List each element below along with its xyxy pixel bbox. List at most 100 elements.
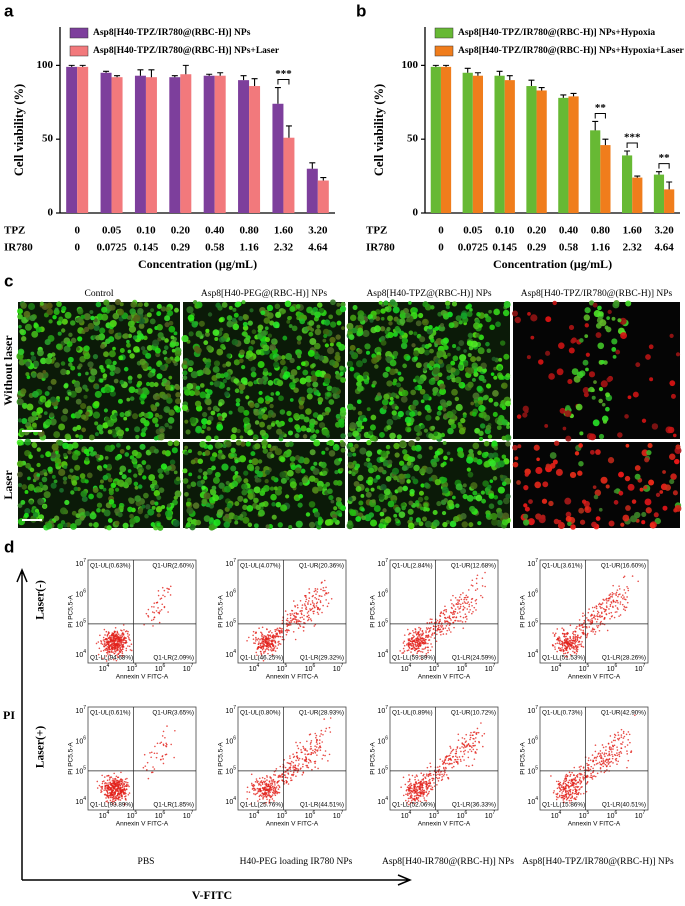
event-dot — [608, 600, 610, 602]
cell — [416, 436, 421, 441]
cell — [459, 383, 463, 387]
event-dot — [582, 632, 584, 634]
cell — [258, 415, 263, 420]
cell — [139, 413, 143, 417]
cell — [56, 343, 62, 349]
cell — [402, 338, 408, 344]
cell — [439, 383, 445, 389]
cell — [300, 377, 307, 384]
x-tick-label: 3.20 — [308, 225, 328, 237]
event-dot — [268, 645, 270, 647]
quadrant-label: Q1-UR(20.36%) — [299, 563, 344, 570]
event-dot — [159, 622, 161, 624]
event-dot — [575, 639, 577, 641]
event-dot — [282, 639, 284, 641]
cell — [157, 513, 161, 517]
cell — [314, 512, 320, 518]
event-dot — [428, 627, 430, 629]
cell — [115, 521, 120, 526]
event-dot — [458, 620, 460, 622]
event-dot — [97, 787, 99, 789]
cell — [236, 402, 240, 406]
cell — [293, 413, 300, 420]
cell — [350, 345, 356, 351]
cell — [76, 347, 80, 351]
cell — [545, 316, 551, 322]
cell — [265, 524, 269, 528]
cell — [150, 319, 156, 325]
event-dot — [321, 595, 323, 597]
cell — [150, 308, 154, 312]
cell — [391, 392, 396, 397]
event-dot — [166, 588, 168, 590]
cell — [251, 372, 257, 378]
cell — [443, 456, 448, 461]
cell — [374, 364, 378, 368]
cell — [478, 323, 483, 328]
event-dot — [303, 626, 305, 628]
event-dot — [637, 580, 639, 582]
event-dot — [120, 793, 122, 795]
event-dot — [110, 641, 112, 643]
cell — [198, 459, 204, 465]
cell — [227, 503, 233, 509]
event-dot — [560, 648, 562, 650]
cell — [119, 466, 126, 473]
cell — [232, 308, 236, 312]
event-dot — [124, 786, 126, 788]
event-dot — [439, 621, 441, 623]
cell — [120, 412, 125, 417]
cell — [75, 476, 79, 480]
cell — [115, 456, 120, 461]
cell — [172, 349, 176, 353]
event-dot — [417, 631, 419, 633]
x-tick-label: 1.16 — [591, 242, 611, 254]
cell — [84, 353, 91, 360]
cell — [120, 449, 125, 454]
y-tick-label: 0 — [48, 207, 54, 219]
cell — [582, 500, 586, 504]
cell — [109, 364, 116, 371]
event-dot — [415, 648, 417, 650]
event-dot — [290, 617, 292, 619]
cell — [443, 441, 447, 445]
cell — [56, 301, 62, 307]
cell — [24, 311, 31, 318]
cell — [348, 497, 352, 501]
event-dot — [418, 646, 420, 648]
cell — [97, 424, 104, 431]
cell — [424, 482, 429, 487]
cell — [383, 405, 388, 410]
cell — [144, 389, 150, 395]
bar — [463, 73, 473, 213]
tick-exponent: 6 — [385, 589, 388, 595]
cell — [244, 338, 250, 344]
cell — [269, 344, 276, 351]
event-dot — [118, 643, 120, 645]
event-dot — [260, 631, 262, 633]
cell — [325, 447, 329, 451]
event-dot — [632, 575, 634, 577]
cell — [128, 469, 132, 473]
cell — [442, 487, 449, 494]
cell — [142, 475, 146, 479]
cell — [70, 366, 75, 371]
cell — [183, 478, 189, 484]
event-dot — [462, 609, 464, 611]
cell — [516, 480, 521, 485]
cell — [233, 378, 239, 384]
event-dot — [437, 625, 439, 627]
event-dot — [286, 631, 288, 633]
cell — [65, 396, 69, 400]
event-dot — [616, 592, 618, 594]
cell — [53, 431, 60, 438]
event-dot — [444, 617, 446, 619]
event-dot — [580, 629, 582, 631]
event-dot — [293, 600, 295, 602]
cell — [591, 388, 595, 392]
cell — [184, 492, 189, 497]
bar — [568, 96, 578, 213]
event-dot — [610, 612, 612, 614]
event-dot — [613, 601, 615, 603]
cell — [107, 464, 112, 469]
